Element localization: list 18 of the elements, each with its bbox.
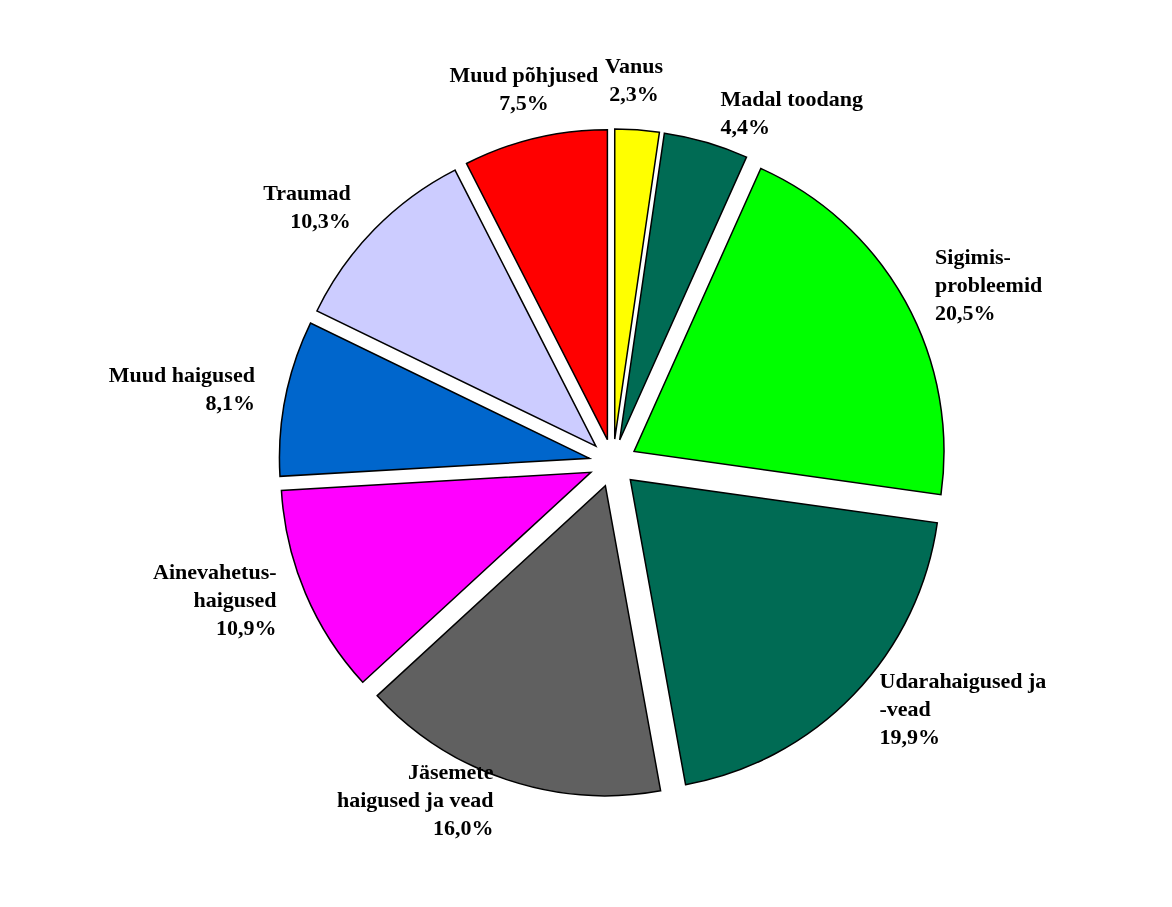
slice-label: Madal toodang: [720, 86, 863, 112]
slice-label: Muud põhjused: [449, 61, 599, 87]
slice-label: Vanus: [605, 52, 664, 78]
slice-label: Sigimis- probleemid: [935, 243, 1043, 297]
slice-label: Ainevahetus- haigused: [153, 558, 277, 612]
slice-label: Muud haigused: [108, 361, 255, 387]
data-label: 20,5%: [935, 299, 996, 325]
data-label: 4,4%: [720, 114, 771, 140]
data-label: 19,9%: [879, 723, 941, 749]
data-label: 10,9%: [216, 614, 277, 640]
slice-label: Udarahaigused ja -vead: [879, 667, 1047, 721]
data-label: 16,0%: [432, 815, 494, 841]
slice-label: Jäsemete haigused ja vead: [336, 759, 494, 813]
data-label: 2,3%: [609, 80, 659, 106]
data-label: 10,3%: [290, 208, 351, 234]
slice-label: Traumad: [263, 180, 351, 206]
data-label: 8,1%: [205, 389, 255, 415]
data-label: 7,5%: [499, 89, 549, 115]
